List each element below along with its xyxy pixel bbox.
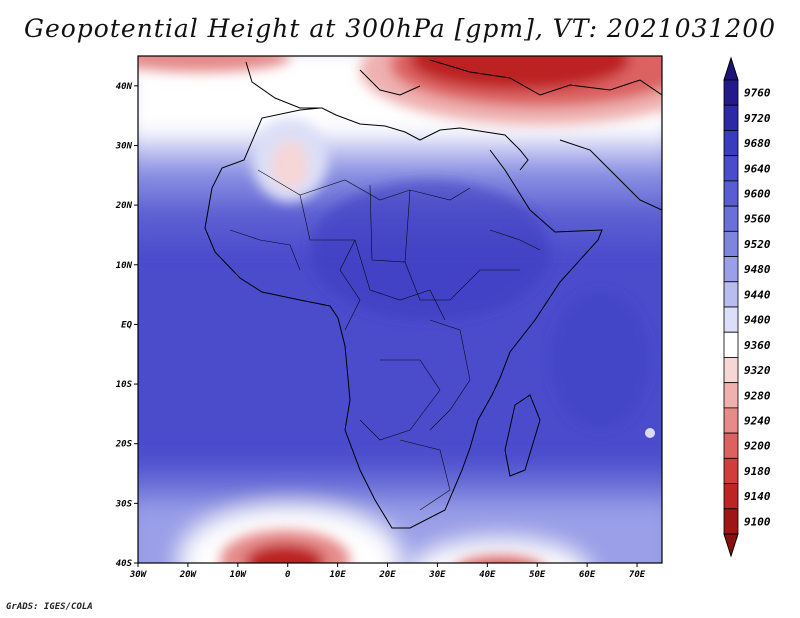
- colorbar-swatch: [723, 331, 739, 358]
- lon-label: 10E: [329, 570, 346, 580]
- page-title: Geopotential Height at 300hPa [gpm], VT:…: [23, 14, 777, 43]
- colorbar-swatch: [723, 79, 739, 106]
- lon-label: 60E: [579, 570, 596, 580]
- colorbar-swatch: [723, 508, 739, 535]
- latitude-axis: 40N 30N 20N 10N EQ 10S 20S 30S 40S: [115, 82, 138, 569]
- coastlines: [204, 59, 662, 529]
- longitude-axis: 30W 20W 10W 0 10E 20E 30E 40E 50E 60E 70E: [129, 563, 646, 580]
- lat-label: 20S: [115, 440, 133, 450]
- colorbar-swatch: [723, 407, 739, 434]
- lat-label: EQ: [121, 320, 132, 330]
- lon-label: 70E: [629, 570, 646, 580]
- colorbar-level-label: 9640: [744, 162, 771, 175]
- lon-label: 20W: [179, 570, 198, 580]
- lon-label: 50E: [529, 570, 546, 580]
- colorbar-level-label: 9240: [744, 415, 771, 428]
- lon-label: 30W: [129, 570, 148, 580]
- colorbar-level-label: 9280: [744, 389, 771, 402]
- lon-label: 20E: [378, 570, 396, 580]
- colorbar-level-label: 9600: [744, 188, 771, 201]
- colorbar-level-label: 9100: [744, 515, 771, 528]
- colorbar-level-label: 9440: [744, 288, 771, 301]
- colorbar-swatch: [723, 155, 739, 182]
- colorbar-swatch: [723, 382, 739, 409]
- lon-label: 10W: [230, 570, 248, 580]
- colorbar-level-label: 9360: [744, 339, 771, 352]
- colorbar-swatch: [723, 205, 739, 232]
- colorbar: 9760 9720 9680 9640 9600 9560 9520 9480 9440 9400…: [723, 56, 771, 558]
- colorbar-swatch: [723, 457, 739, 484]
- height-field: [138, 56, 662, 563]
- colorbar-swatch: [723, 483, 739, 510]
- colorbar-swatch: [723, 306, 739, 333]
- lat-label: 40S: [116, 559, 133, 569]
- lat-label: 20N: [115, 201, 133, 211]
- colorbar-top-arrow: [723, 56, 739, 81]
- lon-label: 30E: [428, 570, 446, 580]
- colorbar-level-label: 9400: [744, 314, 771, 327]
- lat-label: 40N: [116, 82, 133, 92]
- lat-label: 30S: [115, 499, 133, 509]
- colorbar-level-label: 9200: [744, 440, 771, 453]
- colorbar-bottom-arrow: [723, 533, 739, 558]
- colorbar-level-label: 9480: [744, 263, 771, 276]
- colorbar-swatch: [723, 104, 739, 131]
- colorbar-level-label: 9680: [744, 137, 771, 150]
- lat-label: 10N: [116, 261, 133, 271]
- colorbar-level-label: 9180: [744, 465, 771, 478]
- colorbar-level-label: 9720: [744, 112, 771, 125]
- lat-label: 10S: [116, 380, 133, 390]
- colorbar-level-label: 9760: [744, 87, 771, 100]
- colorbar-swatch: [723, 281, 739, 308]
- lon-label: 40E: [479, 570, 496, 580]
- lat-label: 30N: [115, 141, 133, 151]
- colorbar-level-label: 9560: [744, 213, 771, 226]
- grads-credit: GrADS: IGES/COLA: [6, 602, 93, 612]
- colorbar-level-label: 9320: [744, 364, 771, 377]
- map-frame: [137, 55, 663, 564]
- borders: [229, 169, 541, 511]
- colorbar-swatch: [723, 432, 739, 459]
- colorbar-swatch: [723, 230, 739, 257]
- colorbar-level-label: 9520: [744, 238, 771, 251]
- colorbar-swatch: [723, 130, 739, 157]
- colorbar-swatch: [723, 357, 739, 384]
- lon-label: 0: [285, 570, 291, 580]
- colorbar-level-label: 9140: [744, 490, 771, 503]
- colorbar-swatch: [723, 256, 739, 283]
- colorbar-swatch: [723, 180, 739, 207]
